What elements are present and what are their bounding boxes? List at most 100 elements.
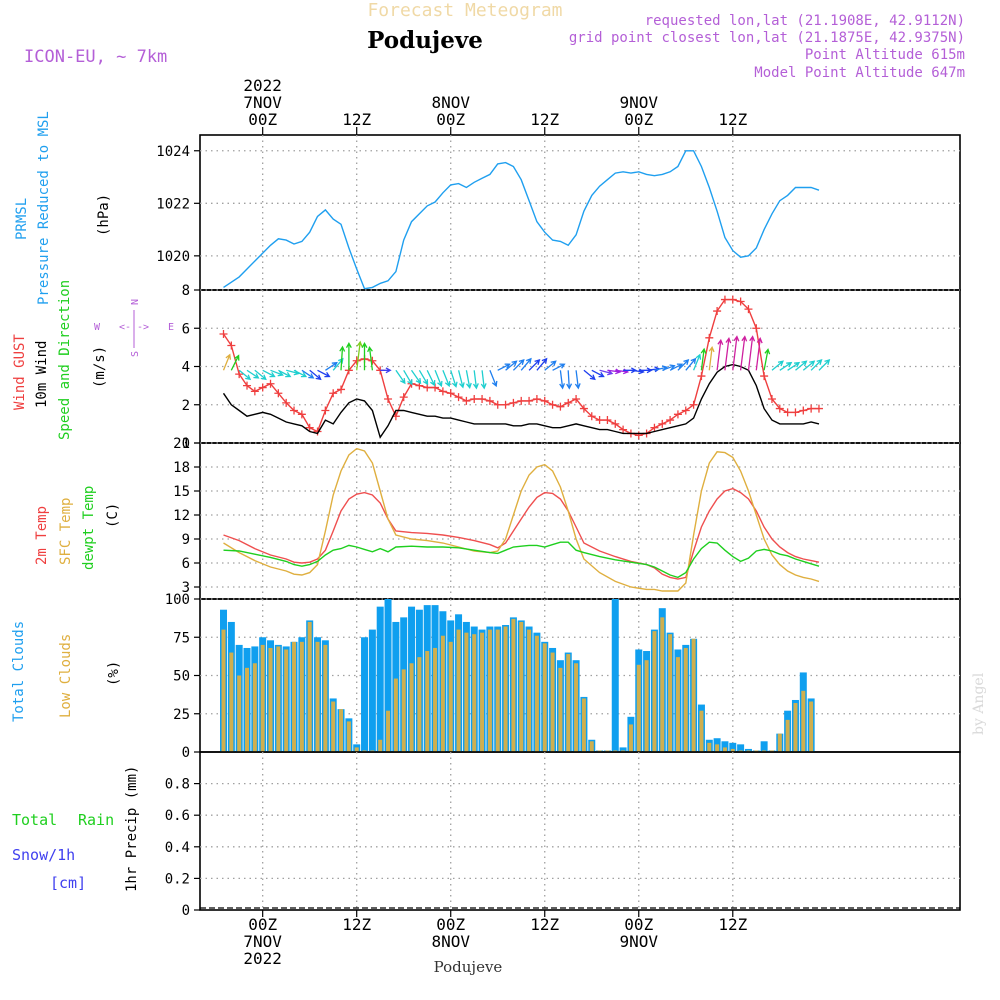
y-tick-label: 0: [182, 745, 190, 761]
point-altitude: Point Altitude 615m: [805, 47, 965, 63]
panel-frame: [199, 751, 961, 911]
gust-marker: [399, 393, 408, 402]
total-cloud-bar: [376, 606, 384, 752]
gust-marker: [728, 295, 737, 304]
gust-marker: [666, 416, 675, 425]
top-time-label: 00Z: [248, 110, 277, 129]
gust-marker: [509, 398, 518, 407]
gust-marker: [438, 387, 447, 396]
gust-marker: [313, 427, 322, 436]
wind-direction-arrow: [270, 369, 284, 377]
wind-direction-arrow: [301, 369, 315, 379]
watermark: by Angel: [971, 672, 987, 735]
bottom-time-label: 00Z: [436, 915, 465, 934]
series-dewpt-temp: [223, 541, 820, 579]
gust-marker: [697, 372, 706, 381]
gust-marker: [799, 406, 808, 415]
wind-direction-arrow: [278, 369, 292, 378]
low-cloud-bar: [495, 629, 500, 752]
compass-n-label: N: [130, 299, 141, 305]
wind-direction-arrow: [818, 359, 831, 371]
gust-marker: [572, 395, 581, 404]
wind-direction-arrow: [262, 369, 276, 378]
low-cloud-bar: [339, 709, 344, 752]
y-tick-label: 0.2: [165, 871, 190, 887]
y-tick-label: 8: [182, 283, 190, 299]
gust-marker: [368, 356, 377, 365]
low-cloud-bar: [393, 678, 398, 752]
gust-marker: [556, 402, 565, 411]
panel-4: 0 25 50 75 100: [165, 592, 961, 761]
low-cloud-bar: [652, 631, 657, 752]
low-cloud-bar: [386, 710, 391, 752]
low-cloud-bar: [433, 647, 438, 752]
top-time-label: 00Z: [436, 110, 465, 129]
wind-direction-arrow: [457, 370, 465, 389]
wind-direction-arrow: [583, 369, 596, 381]
gust-marker: [274, 389, 283, 398]
gust-marker: [611, 419, 620, 428]
low-cloud-bar: [628, 724, 633, 752]
panel-3: 3 6 9 12 15 18 21: [173, 436, 961, 600]
low-cloud-bar: [284, 649, 289, 752]
gust-marker: [485, 396, 494, 405]
grid-point-coords: grid point closest lon,lat (21.1875E, 42…: [569, 30, 965, 46]
wind-direction-arrow: [559, 370, 566, 390]
total-cloud-bar: [619, 747, 627, 752]
gust-marker: [634, 431, 643, 440]
gust-marker: [603, 416, 612, 425]
wind-direction-arrow: [254, 369, 267, 381]
wind-compass: W <-|-> E N S: [94, 299, 174, 357]
gust-marker: [807, 404, 816, 413]
wind-direction-arrow: [434, 370, 443, 388]
y-tick-label: 0: [182, 436, 190, 452]
bottom-time-label: 00Z: [248, 915, 277, 934]
low-cloud-bar: [785, 719, 790, 752]
gust-marker: [705, 333, 714, 342]
total-cloud-bar: [384, 599, 392, 752]
wind-direction-arrow: [520, 357, 532, 371]
gust-marker: [258, 383, 267, 392]
y-tick-label: 6: [182, 556, 190, 572]
wind-direction-arrow: [505, 360, 518, 371]
bottom-time-label: 12Z: [718, 915, 747, 934]
total-cloud-bar: [737, 744, 745, 752]
low-cloud-bar: [315, 641, 320, 752]
low-cloud-bar: [354, 747, 359, 752]
gust-marker: [305, 423, 314, 432]
legend-temp-unit: (C): [105, 503, 121, 528]
wind-direction-arrow: [763, 348, 771, 371]
low-cloud-bar: [252, 663, 257, 752]
wind-direction-arrow: [779, 361, 793, 371]
wind-direction-arrow: [367, 345, 374, 371]
wind-direction-arrow: [662, 364, 676, 371]
series-sfc-temp: [223, 447, 820, 592]
low-cloud-bar: [660, 617, 665, 752]
wind-direction-arrow: [356, 340, 363, 371]
low-cloud-bar: [707, 742, 712, 752]
legend-wind-unit: (m/s): [92, 346, 108, 388]
legend-wind-direction: Speed and Direction: [57, 280, 73, 440]
wind-direction-arrow: [669, 363, 684, 371]
wind-direction-arrow: [528, 359, 541, 371]
low-cloud-bar: [668, 634, 673, 752]
gust-marker: [587, 412, 596, 421]
top-time-label: 8NOV: [431, 93, 470, 112]
y-tick-label: 100: [165, 592, 190, 608]
wind-direction-arrow: [339, 345, 346, 371]
y-tick-label: 1020: [156, 249, 190, 265]
gust-marker: [619, 425, 628, 434]
panel-5: 0 0.2 0.4 0.6 0.8: [165, 751, 961, 919]
compass-s-label: S: [130, 351, 141, 357]
wind-direction-arrow: [599, 369, 614, 376]
wind-direction-arrow: [755, 337, 763, 371]
forecast-title-faded: Forecast Meteogram: [367, 0, 562, 21]
wind-direction-arrow: [325, 361, 338, 371]
bottom-time-label: 12Z: [530, 915, 559, 934]
low-cloud-bar: [809, 701, 814, 752]
wind-direction-arrow: [317, 369, 331, 378]
low-cloud-bar: [730, 748, 735, 752]
legend-prmsl-unit: (hPa): [96, 194, 112, 236]
low-cloud-bar: [503, 626, 508, 752]
